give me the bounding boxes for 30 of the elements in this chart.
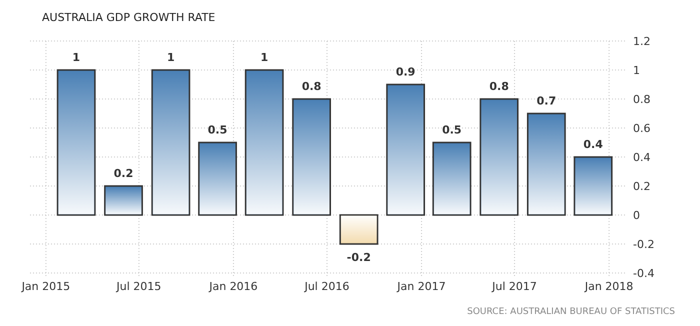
data-label: 0.8 (302, 80, 322, 93)
data-label: 0.5 (442, 124, 462, 136)
data-label: 0.2 (114, 167, 134, 180)
data-label: 0.4 (583, 138, 604, 151)
data-label: 1 (166, 51, 175, 64)
data-label: 0.8 (489, 80, 509, 93)
data-label: 0.7 (536, 94, 556, 108)
data-label: -0.2 (346, 251, 371, 264)
y-tick-label: 0.2 (633, 180, 650, 193)
y-tick-label: 1.2 (633, 34, 650, 48)
x-tick-label: Jul 2017 (491, 280, 537, 293)
y-tick-label: -0.4 (633, 266, 654, 280)
data-label: 1 (72, 51, 80, 64)
x-tick-label: Jul 2015 (116, 280, 162, 293)
x-tick-label: Jan 2018 (584, 280, 634, 293)
x-tick-label: Jul 2016 (304, 280, 350, 293)
chart-title: AUSTRALIA GDP GROWTH RATE (42, 11, 216, 24)
y-tick-label: -0.2 (633, 238, 654, 251)
y-tick-label: 0.4 (633, 150, 650, 164)
x-tick-label: Jan 2016 (208, 280, 258, 293)
data-label: 0.5 (208, 124, 228, 136)
x-tick-label: Jan 2017 (396, 280, 446, 293)
source-note: SOURCE: AUSTRALIAN BUREAU OF STATISTICS (467, 307, 676, 317)
data-label: 0.9 (396, 66, 416, 78)
x-tick-label: Jan 2015 (20, 280, 70, 293)
y-tick-label: 1 (633, 64, 640, 77)
y-tick-label: 0.8 (633, 92, 650, 106)
y-tick-label: 0 (633, 208, 640, 222)
data-label: 1 (260, 51, 268, 64)
y-tick-label: 0.6 (633, 122, 650, 135)
